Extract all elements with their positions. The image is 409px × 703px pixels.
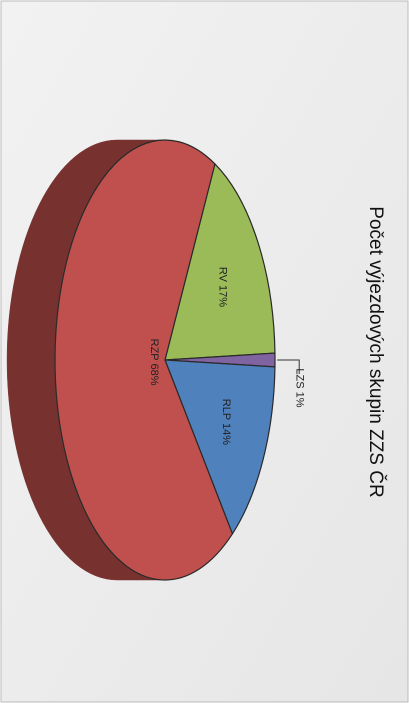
rotated-chart: Počet výjezdových skupin ZZS ČR RV 17% LZ…	[6, 139, 387, 581]
data-label: LZS 1%	[293, 368, 305, 407]
leader-line	[277, 359, 300, 374]
data-label: RV 17%	[217, 267, 229, 307]
pie-slice	[164, 162, 276, 361]
pie-slice	[54, 139, 234, 581]
data-label: RZP 68%	[148, 339, 160, 386]
data-label: RLP 14%	[220, 399, 232, 445]
chart-title: Počet výjezdových skupin ZZS ČR	[365, 206, 387, 497]
pie-slice	[164, 359, 276, 536]
